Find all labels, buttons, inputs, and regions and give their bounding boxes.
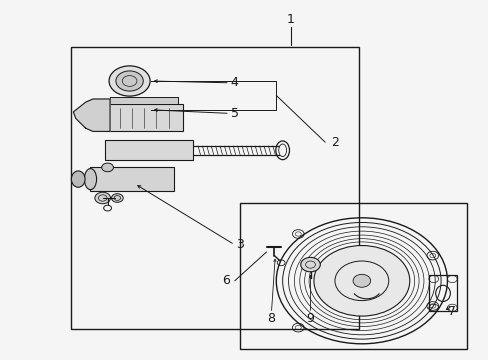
Bar [105,104,183,131]
Circle shape [109,66,150,96]
Text: 4: 4 [230,76,238,89]
Text: 2: 2 [330,136,338,149]
Ellipse shape [84,168,96,190]
Bar [71,47,359,329]
Circle shape [125,103,143,116]
Bar [110,97,178,104]
Circle shape [95,192,110,204]
Circle shape [352,274,370,287]
Text: 9: 9 [306,312,314,325]
Ellipse shape [71,171,85,187]
Text: 3: 3 [235,238,243,251]
Text: 6: 6 [222,274,229,287]
Circle shape [116,71,143,91]
Circle shape [102,163,113,172]
Bar [90,167,173,191]
Circle shape [300,257,320,272]
Polygon shape [73,99,110,131]
Circle shape [111,194,123,202]
Bar [105,140,193,160]
Circle shape [313,246,409,316]
Text: 5: 5 [230,107,238,120]
Text: 7: 7 [447,305,455,318]
Bar [428,275,456,311]
Text: 8: 8 [267,312,275,325]
Text: 1: 1 [286,13,294,26]
Circle shape [119,98,150,121]
Bar [239,203,466,349]
